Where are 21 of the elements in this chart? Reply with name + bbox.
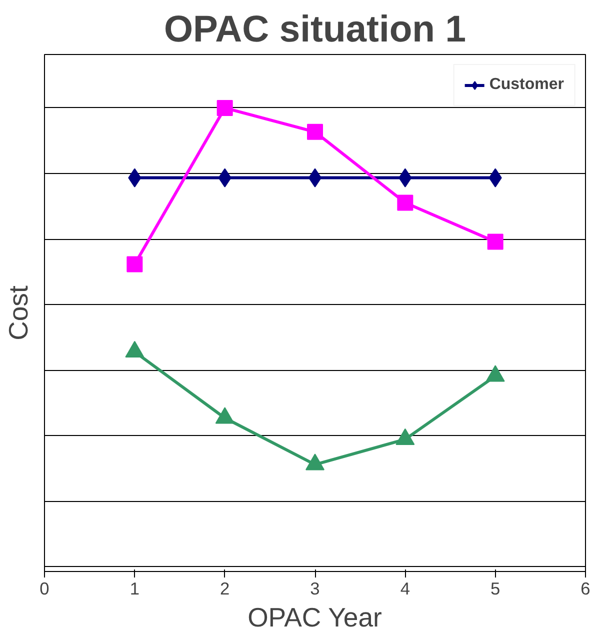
x-tick-label: 4 bbox=[400, 578, 410, 598]
point bbox=[125, 340, 144, 358]
point bbox=[396, 428, 415, 445]
point bbox=[216, 100, 233, 116]
x-axis-title: OPAC Year bbox=[248, 602, 382, 632]
x-tick-label: 2 bbox=[220, 578, 230, 598]
x-tick-label: 6 bbox=[580, 578, 590, 598]
point bbox=[307, 124, 323, 140]
point bbox=[487, 234, 504, 250]
chart-title: OPAC situation 1 bbox=[164, 8, 466, 50]
point bbox=[306, 454, 324, 470]
x-tick-label: 5 bbox=[490, 578, 500, 598]
x-tick-label: 0 bbox=[40, 578, 50, 598]
y-axis-title: Cost bbox=[4, 285, 34, 340]
point bbox=[397, 194, 414, 211]
point bbox=[126, 256, 143, 272]
x-tick-label: 1 bbox=[130, 578, 140, 598]
point bbox=[215, 407, 234, 424]
x-tick-label: 3 bbox=[310, 578, 320, 598]
legend-label: Customer bbox=[489, 76, 564, 94]
point bbox=[486, 365, 505, 382]
